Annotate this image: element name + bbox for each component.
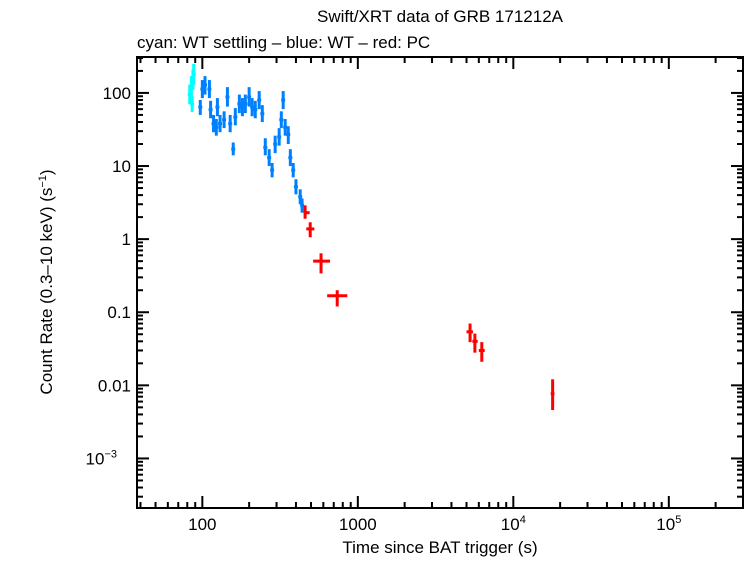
data-point-wt <box>298 189 303 205</box>
data-point-wt <box>207 80 212 99</box>
data-point-pc <box>313 253 331 274</box>
data-point-wt-settling <box>190 96 195 112</box>
x-tick-label: 105 <box>656 514 681 534</box>
data-point-pc <box>303 205 310 219</box>
x-tick-label-base: 10 <box>656 515 675 534</box>
data-point-wt <box>293 179 298 195</box>
x-tick-label: 1000 <box>339 515 377 534</box>
data-point-wt <box>267 149 272 167</box>
y-tick-label: 0.01 <box>98 376 131 395</box>
data-point-pc <box>472 333 478 353</box>
y-tick-label-sup: −3 <box>104 448 117 460</box>
y-tick-label: 0.1 <box>107 303 131 322</box>
data-point-wt <box>281 91 286 110</box>
data-point-wt <box>260 105 265 123</box>
data-point-wt <box>218 114 223 133</box>
data-point-wt <box>286 126 291 145</box>
y-tick-label-base: 10 <box>86 449 105 468</box>
y-tick-label-base: 1 <box>122 230 131 249</box>
data-point-wt <box>291 163 296 178</box>
y-tick-label: 1 <box>122 230 131 249</box>
data-point-wt <box>279 111 284 129</box>
data-point-wt <box>257 91 262 110</box>
y-tick-label-base: 0.1 <box>107 303 131 322</box>
x-tick-label: 104 <box>501 514 526 534</box>
data-point-wt-settling <box>191 63 196 85</box>
data-point-pc <box>306 222 315 238</box>
chart-title: Swift/XRT data of GRB 171212A <box>317 7 564 26</box>
data-point-wt <box>198 100 203 115</box>
data-point-wt <box>288 149 293 167</box>
data-point-wt <box>231 142 236 156</box>
data-point-wt <box>277 128 282 146</box>
data-point-wt <box>222 111 227 129</box>
data-point-pc <box>478 342 485 362</box>
data-point-wt <box>215 98 220 117</box>
data-point-pc <box>466 323 473 343</box>
data-point-wt <box>225 87 230 107</box>
y-axis-label-end: ) <box>37 169 56 175</box>
x-tick-label-base: 1000 <box>339 515 377 534</box>
plot-frame <box>136 56 744 509</box>
data-point-wt <box>237 94 242 114</box>
data-point-wt <box>253 100 258 119</box>
y-tick-label: 100 <box>103 84 131 103</box>
y-tick-label: 10 <box>112 157 131 176</box>
y-axis-label-main: Count Rate (0.3–10 keV) (s <box>37 188 56 395</box>
y-tick-label-base: 0.01 <box>98 376 131 395</box>
data-point-wt <box>243 94 248 114</box>
data-point-wt <box>247 87 252 107</box>
y-tick-label: 10−3 <box>86 448 117 468</box>
data-point-wt <box>250 98 255 117</box>
data-point-wt <box>283 118 288 136</box>
data-point-wt <box>240 98 245 117</box>
data-point-wt <box>300 198 305 213</box>
x-tick-label-sup: 5 <box>675 514 681 526</box>
data-point-wt <box>270 163 275 178</box>
x-tick-label-sup: 4 <box>520 514 526 526</box>
x-tick-label-base: 10 <box>501 515 520 534</box>
data-point-wt <box>273 135 278 154</box>
data-point-wt <box>202 76 207 95</box>
data-point-wt <box>228 114 233 133</box>
chart-subtitle: cyan: WT settling – blue: WT – red: PC <box>137 33 430 52</box>
y-axis-label-sup: −1 <box>37 175 49 188</box>
x-axis-label: Time since BAT trigger (s) <box>342 538 537 557</box>
y-axis-label: Count Rate (0.3–10 keV) (s−1) <box>37 169 56 394</box>
data-point-wt <box>214 118 219 136</box>
data-point-pc <box>550 379 555 410</box>
data-point-wt <box>208 100 213 119</box>
data-point-wt <box>263 138 268 156</box>
data-point-pc <box>327 290 348 307</box>
x-tick-label-base: 100 <box>188 515 216 534</box>
y-tick-label-base: 10 <box>112 157 131 176</box>
x-tick-label: 100 <box>188 515 216 534</box>
data-point-wt <box>233 108 238 126</box>
y-tick-label-base: 100 <box>103 84 131 103</box>
